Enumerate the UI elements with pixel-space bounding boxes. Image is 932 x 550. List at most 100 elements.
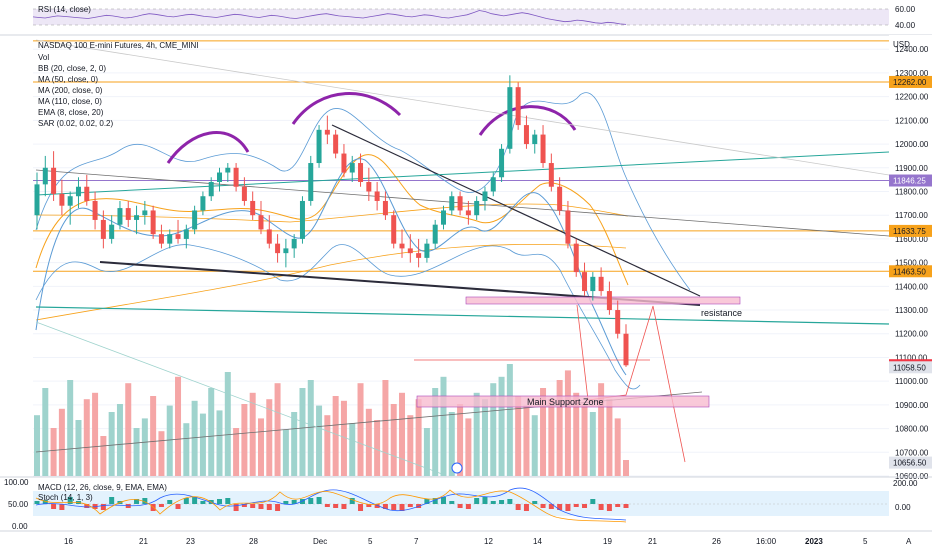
candle-body — [192, 210, 198, 230]
candle-body — [565, 210, 571, 244]
candle-body — [623, 333, 629, 366]
candle-body — [158, 234, 164, 244]
volume-bar — [440, 376, 447, 476]
price-tag — [889, 224, 932, 237]
price-tick: 11200.00 — [895, 330, 928, 339]
volume-bar — [357, 383, 364, 476]
legend-line[interactable]: MA (110, close, 0) — [38, 97, 102, 106]
price-tick: 11400.00 — [895, 282, 928, 291]
volume-bar — [515, 396, 522, 476]
candle-body — [573, 243, 579, 273]
volume-bar — [100, 436, 107, 476]
legend-line[interactable]: SAR (0.02, 0.02, 0.2) — [38, 119, 113, 128]
time-axis[interactable]: 16 21 23 28 Dec 5 7 12 14 19 21 26 16:00… — [64, 537, 912, 546]
macd-hist-bar — [266, 504, 272, 510]
price-tag-label: 11463.50 — [893, 267, 926, 276]
time-tick: 12 — [484, 537, 493, 546]
macd-hist-bar — [507, 499, 513, 504]
volume-bar — [589, 412, 596, 476]
macd-hist-bar — [291, 500, 297, 504]
candle-body — [258, 215, 264, 230]
price-tick: 12100.00 — [895, 116, 929, 125]
candle-body — [465, 210, 471, 216]
macd-hist-bar — [615, 504, 621, 507]
macd-hist-bar — [67, 497, 73, 504]
volume-bar — [158, 431, 165, 476]
volume-bar — [257, 418, 264, 476]
volume-bar — [573, 392, 580, 476]
candle-body — [42, 167, 48, 185]
price-tick: 10900.00 — [895, 401, 929, 410]
volume-bar — [399, 392, 406, 476]
candle-body — [424, 243, 430, 258]
stoch-axis-50: 50.00 — [8, 500, 29, 509]
volume-bar — [407, 415, 414, 476]
trendline-down — [331, 124, 701, 297]
legend-line[interactable]: Vol — [38, 53, 49, 62]
trendline-diag-green — [35, 321, 443, 475]
candle-body — [416, 253, 422, 258]
volume-bar — [324, 415, 331, 476]
volume-bar — [307, 380, 314, 476]
candle-body — [200, 196, 206, 211]
price-tick: 11500.00 — [895, 259, 928, 268]
volume-bar — [382, 380, 389, 476]
tradingview-logo-icon[interactable] — [451, 462, 463, 474]
volume-bar — [34, 415, 40, 476]
macd-hist-bar — [582, 504, 588, 508]
candle-body — [382, 200, 388, 216]
volume-bars — [34, 364, 629, 476]
candle-body — [324, 129, 330, 135]
candle-body — [540, 134, 546, 164]
macd-hist-bar — [606, 504, 612, 511]
stoch-axis-0: 0.00 — [12, 522, 28, 531]
auto-scale-button[interactable]: A — [906, 537, 912, 546]
candle-body — [391, 215, 397, 244]
resistance-box — [465, 296, 741, 305]
price-tag — [889, 361, 932, 374]
volume-bar — [540, 388, 547, 476]
price-tag-label: 12262.00 — [893, 78, 927, 87]
time-tick: 21 — [648, 537, 657, 546]
volume-bar — [465, 418, 472, 476]
candle-body — [515, 87, 521, 126]
volume-bar — [150, 396, 157, 476]
macd-hist-bar — [167, 500, 173, 504]
price-tags: 12262.0011846.2511633.7511463.5011067.25… — [889, 75, 932, 469]
price-tag — [889, 75, 932, 88]
candlesticks — [34, 75, 629, 367]
legend-line[interactable]: EMA (8, close, 20) — [38, 108, 104, 117]
macd-hist-bar — [374, 504, 380, 508]
volume-bar — [423, 428, 430, 476]
legend-line[interactable]: BB (20, close, 2, 0) — [38, 64, 106, 73]
candle-body — [308, 163, 314, 201]
candle-body — [457, 196, 463, 211]
candle-body — [606, 291, 612, 311]
volume-bar — [606, 399, 613, 476]
macd-hist-bar — [407, 504, 413, 507]
volume-bar — [374, 420, 381, 476]
volume-bar — [50, 428, 57, 476]
candle-body — [175, 234, 181, 239]
macd-hist-bar — [100, 504, 106, 510]
legend-line[interactable]: MA (200, close, 0) — [38, 86, 103, 95]
volume-bar — [67, 380, 74, 476]
candle-body — [490, 177, 496, 192]
price-axis[interactable] — [889, 35, 932, 476]
macd-hist-bar — [142, 498, 148, 504]
macd-hist-bar — [490, 501, 496, 504]
volume-bar — [448, 412, 455, 476]
legend-line[interactable]: MA (50, close, 0) — [38, 75, 98, 84]
price-tick: 11700.00 — [895, 211, 928, 220]
macd-hist-bar — [84, 504, 90, 508]
macd-hist-bar — [358, 504, 364, 511]
time-tick: 16:00 — [756, 537, 777, 546]
macd-hist-bar — [557, 504, 563, 510]
candle-body — [291, 238, 297, 249]
ema-8 — [35, 158, 627, 376]
macd-hist-bar — [109, 497, 115, 504]
projection-path — [576, 304, 686, 463]
volume-bar — [523, 405, 530, 476]
